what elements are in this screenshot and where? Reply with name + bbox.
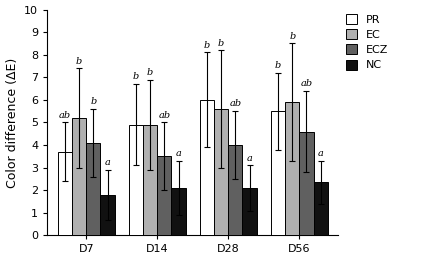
Bar bbox=[299, 132, 313, 235]
Bar bbox=[313, 182, 328, 235]
Text: b: b bbox=[218, 38, 224, 48]
Y-axis label: Color difference (ΔE): Color difference (ΔE) bbox=[5, 57, 19, 188]
Text: b: b bbox=[133, 72, 139, 81]
Text: ab: ab bbox=[229, 100, 242, 108]
Text: a: a bbox=[247, 154, 253, 163]
Legend: PR, EC, ECZ, NC: PR, EC, ECZ, NC bbox=[341, 10, 393, 75]
Bar bbox=[285, 102, 299, 235]
Text: a: a bbox=[176, 149, 181, 158]
Bar bbox=[58, 152, 72, 235]
Bar bbox=[100, 195, 115, 235]
Bar bbox=[129, 125, 143, 235]
Bar bbox=[86, 143, 100, 235]
Text: b: b bbox=[289, 32, 295, 41]
Text: b: b bbox=[90, 97, 96, 106]
Bar bbox=[200, 100, 214, 235]
Bar bbox=[228, 145, 242, 235]
Text: ab: ab bbox=[59, 111, 71, 120]
Bar bbox=[242, 188, 257, 235]
Text: ab: ab bbox=[300, 79, 313, 88]
Text: b: b bbox=[147, 68, 153, 77]
Text: a: a bbox=[318, 149, 324, 158]
Text: ab: ab bbox=[158, 111, 170, 120]
Bar bbox=[214, 109, 228, 235]
Bar bbox=[72, 118, 86, 235]
Text: b: b bbox=[76, 57, 82, 66]
Text: b: b bbox=[204, 41, 210, 50]
Bar bbox=[171, 188, 186, 235]
Text: b: b bbox=[275, 61, 281, 70]
Bar bbox=[143, 125, 157, 235]
Bar bbox=[157, 156, 171, 235]
Bar bbox=[271, 111, 285, 235]
Text: a: a bbox=[104, 158, 110, 167]
